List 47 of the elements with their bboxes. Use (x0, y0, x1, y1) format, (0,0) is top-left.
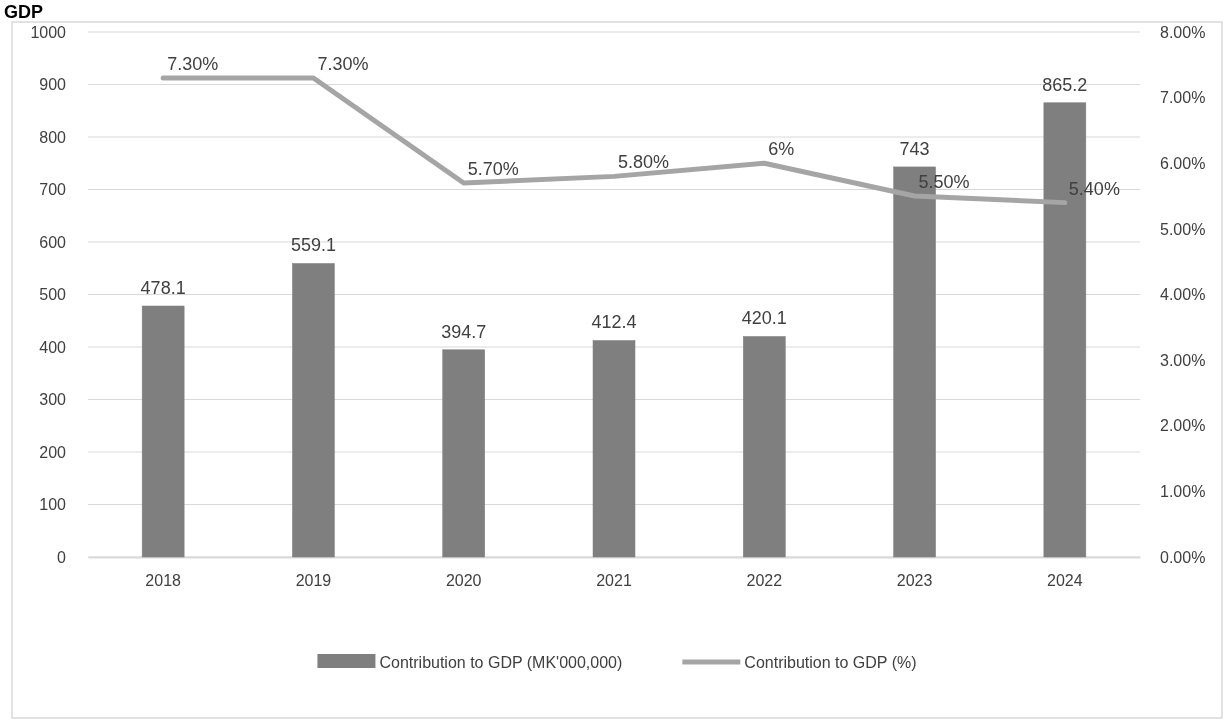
data-label: 6% (768, 139, 795, 160)
y-tick-label: 0 (57, 548, 67, 566)
data-label: 412.4 (591, 312, 637, 333)
x-tick-label: 2021 (596, 572, 632, 590)
data-label: 478.1 (140, 278, 186, 298)
chart-title: GDP (4, 2, 44, 22)
y-tick-label: 1000 (30, 23, 67, 41)
bar (592, 340, 636, 558)
y2-tick-label: 2.00% (1160, 417, 1206, 435)
data-label: 394.7 (441, 321, 487, 342)
y2-tick-label: 3.00% (1160, 351, 1206, 369)
data-label: 5.80% (618, 152, 670, 173)
data-label: 5.70% (467, 158, 519, 179)
y-tick-label: 600 (39, 233, 67, 251)
bar (292, 263, 335, 558)
x-tick-label: 2024 (1047, 572, 1083, 590)
data-label: 7.30% (317, 53, 369, 74)
x-tick-label: 2022 (746, 572, 783, 590)
y2-tick-label: 5.00% (1160, 220, 1206, 238)
legend-label: Contribution to GDP (%) (744, 654, 917, 671)
y-tick-label: 700 (39, 181, 67, 199)
legend-label: Contribution to GDP (MK'000,000) (379, 654, 623, 671)
x-tick-label: 2018 (145, 572, 182, 590)
bar (442, 349, 485, 558)
y-tick-label: 500 (39, 286, 67, 304)
y2-tick-label: 6.00% (1160, 154, 1206, 172)
y-tick-label: 200 (39, 443, 67, 461)
y2-tick-label: 7.00% (1160, 89, 1206, 107)
y-tick-label: 300 (39, 391, 67, 409)
y-tick-label: 800 (39, 128, 67, 146)
y2-tick-label: 4.00% (1160, 286, 1206, 304)
x-tick-label: 2020 (445, 572, 482, 590)
data-label: 865.2 (1042, 74, 1088, 95)
y-tick-label: 400 (39, 338, 67, 356)
y-tick-label: 100 (39, 496, 67, 514)
y2-tick-label: 1.00% (1160, 482, 1206, 500)
data-label: 743 (899, 138, 930, 159)
data-label: 559.1 (290, 235, 336, 256)
bar (743, 336, 786, 558)
y-tick-label: 900 (39, 76, 67, 94)
y2-tick-label: 8.00% (1160, 23, 1206, 41)
data-label: 7.30% (167, 53, 219, 74)
y2-tick-label: 0.00% (1160, 548, 1206, 566)
data-label: 420.1 (741, 308, 787, 329)
x-tick-label: 2019 (295, 572, 332, 590)
x-tick-label: 2023 (896, 572, 933, 590)
bar (141, 305, 185, 558)
